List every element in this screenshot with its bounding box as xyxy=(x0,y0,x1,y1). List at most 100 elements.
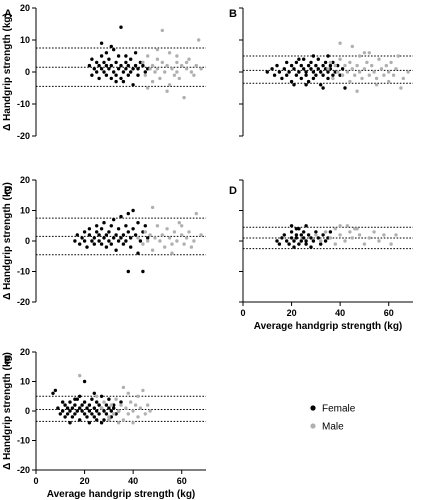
data-point xyxy=(314,233,318,237)
data-point xyxy=(102,409,106,413)
data-point xyxy=(65,406,70,410)
data-point xyxy=(104,403,109,407)
data-point xyxy=(297,70,301,74)
data-point xyxy=(153,236,157,240)
data-point xyxy=(109,63,114,68)
x-tick-label: 40 xyxy=(335,308,345,318)
data-point xyxy=(119,236,123,240)
data-point xyxy=(355,63,359,68)
data-point xyxy=(175,60,179,65)
y-tick-label: 20 xyxy=(20,3,30,13)
data-point xyxy=(97,403,101,407)
data-point xyxy=(340,67,345,71)
y-tick-label: 10 xyxy=(20,206,30,216)
data-point xyxy=(187,57,191,61)
data-point xyxy=(192,73,196,77)
data-point xyxy=(126,73,130,77)
data-point xyxy=(372,230,376,234)
data-point xyxy=(282,67,286,71)
data-point xyxy=(99,242,104,246)
data-point xyxy=(124,54,128,58)
data-point xyxy=(319,242,323,246)
data-point xyxy=(287,70,291,74)
y-tick-label: -10 xyxy=(17,99,30,109)
data-point xyxy=(112,403,116,407)
series-female xyxy=(265,54,347,90)
data-point xyxy=(99,227,104,231)
data-point xyxy=(189,245,194,249)
data-point xyxy=(311,70,316,74)
data-point xyxy=(109,403,114,407)
data-point xyxy=(75,397,80,401)
data-point xyxy=(90,412,94,416)
data-point xyxy=(328,67,333,71)
data-point xyxy=(68,409,72,413)
data-point xyxy=(294,236,299,240)
series-female xyxy=(51,379,123,425)
data-point xyxy=(116,421,121,425)
panel-letter: E xyxy=(4,354,11,366)
data-point xyxy=(136,67,140,71)
data-point xyxy=(119,76,123,81)
data-point xyxy=(277,70,282,74)
data-point xyxy=(160,233,164,237)
data-point xyxy=(70,415,75,419)
data-point xyxy=(136,73,140,77)
data-point xyxy=(82,239,87,243)
data-point xyxy=(304,70,308,74)
data-point xyxy=(53,388,58,393)
data-point xyxy=(129,236,133,240)
y-axis-label: Δ Handgrip strength (kg) xyxy=(2,352,13,470)
data-point xyxy=(374,76,379,81)
data-point xyxy=(299,233,303,237)
data-point xyxy=(87,227,92,231)
data-point xyxy=(180,233,184,237)
data-point xyxy=(121,233,126,237)
data-point xyxy=(109,224,114,228)
data-point xyxy=(172,230,177,234)
data-point xyxy=(304,242,308,246)
data-point xyxy=(180,63,184,68)
data-point xyxy=(102,70,106,74)
data-point xyxy=(357,70,362,74)
data-point xyxy=(107,239,111,243)
data-point xyxy=(61,400,65,404)
data-point xyxy=(316,236,320,240)
data-point xyxy=(336,63,340,68)
y-tick-label: -10 xyxy=(17,436,30,446)
x-tick-label: 0 xyxy=(240,308,245,318)
data-point xyxy=(97,233,101,237)
data-point xyxy=(146,54,150,58)
data-point xyxy=(146,236,150,240)
data-point xyxy=(285,60,289,65)
data-point xyxy=(292,245,296,249)
data-point xyxy=(155,67,160,71)
data-point xyxy=(192,239,196,243)
data-point xyxy=(90,57,94,61)
data-point xyxy=(326,76,330,81)
data-point xyxy=(116,239,121,243)
data-point xyxy=(131,67,135,71)
data-point xyxy=(146,403,150,407)
data-point xyxy=(360,76,364,81)
series-male xyxy=(136,205,203,255)
data-point xyxy=(319,70,323,74)
data-point xyxy=(124,60,128,65)
data-point xyxy=(124,67,128,71)
data-point xyxy=(336,70,340,74)
data-point xyxy=(321,63,325,68)
data-point xyxy=(170,251,174,255)
data-point xyxy=(143,224,147,228)
data-point xyxy=(136,236,140,240)
data-point xyxy=(321,73,325,77)
data-point xyxy=(78,373,82,378)
data-point xyxy=(299,239,303,243)
data-point xyxy=(170,67,174,71)
data-point xyxy=(277,242,282,246)
data-point xyxy=(391,73,396,77)
data-point xyxy=(355,89,359,93)
legend: Female Male xyxy=(310,404,356,433)
data-point xyxy=(314,63,318,68)
data-point xyxy=(65,412,70,416)
data-point xyxy=(309,67,313,71)
